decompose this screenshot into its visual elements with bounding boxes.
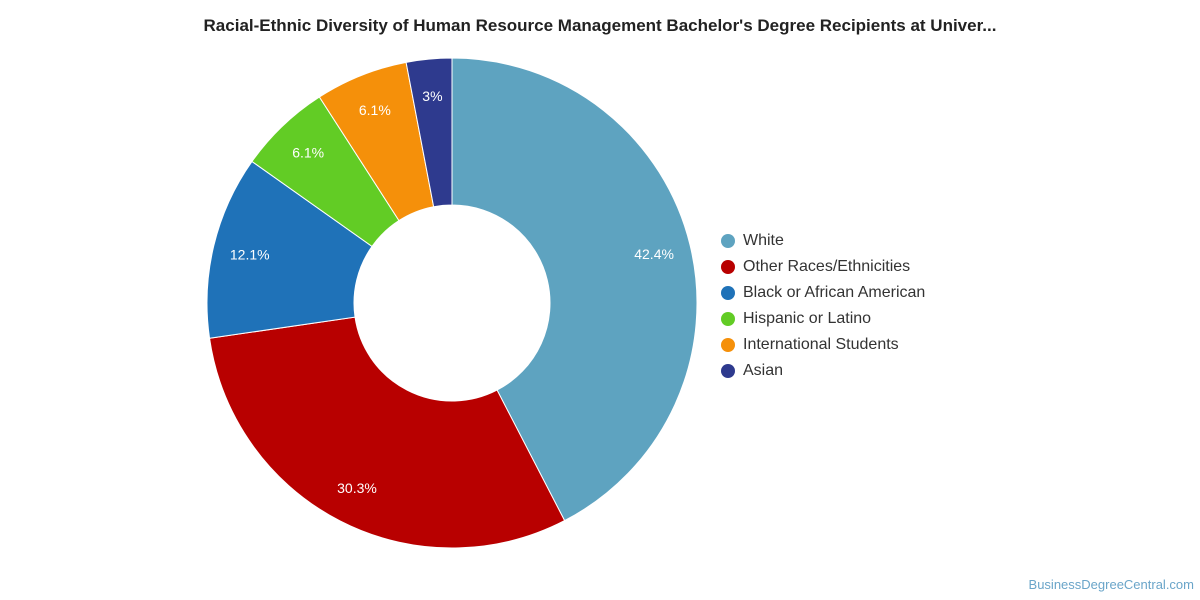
data-label-hispanic-or-latino: 6.1% xyxy=(292,145,324,161)
legend-item-other-races[interactable]: Other Races/Ethnicities xyxy=(721,254,925,280)
data-label-other-races-ethnicities: 30.3% xyxy=(337,480,377,496)
legend-swatch xyxy=(721,260,735,274)
slice-black-or-african-american[interactable] xyxy=(206,160,373,339)
legend-item-hispanic[interactable]: Hispanic or Latino xyxy=(721,306,925,332)
chart-title: Racial-Ethnic Diversity of Human Resourc… xyxy=(203,16,997,35)
legend-item-black[interactable]: Black or African American xyxy=(721,280,925,306)
legend-swatch xyxy=(721,234,735,248)
data-label-asian: 3% xyxy=(422,88,442,104)
legend-swatch xyxy=(721,364,735,378)
legend-swatch xyxy=(721,338,735,352)
legend-item-asian[interactable]: Asian xyxy=(721,358,925,384)
legend-label: International Students xyxy=(743,336,899,353)
legend-label: Asian xyxy=(743,362,784,379)
source-credit[interactable]: BusinessDegreeCentral.com xyxy=(1028,577,1194,592)
legend-label: Hispanic or Latino xyxy=(743,310,872,327)
legend-label: Black or African American xyxy=(743,284,926,301)
slice-asian[interactable] xyxy=(405,57,453,208)
slice-other-races-ethnicities[interactable] xyxy=(208,316,566,549)
data-label-black-or-african-american: 12.1% xyxy=(230,246,270,262)
chart-legend: White Other Races/Ethnicities Black or A… xyxy=(721,228,925,384)
legend-swatch xyxy=(721,312,735,326)
data-label-white: 42.4% xyxy=(634,246,674,262)
data-label-international-students: 6.1% xyxy=(359,102,391,118)
slice-white[interactable] xyxy=(451,57,698,522)
legend-label: Other Races/Ethnicities xyxy=(743,258,911,275)
legend-label: White xyxy=(743,232,784,249)
legend-swatch xyxy=(721,286,735,300)
legend-item-international[interactable]: International Students xyxy=(721,332,925,358)
legend-item-white[interactable]: White xyxy=(721,228,925,254)
